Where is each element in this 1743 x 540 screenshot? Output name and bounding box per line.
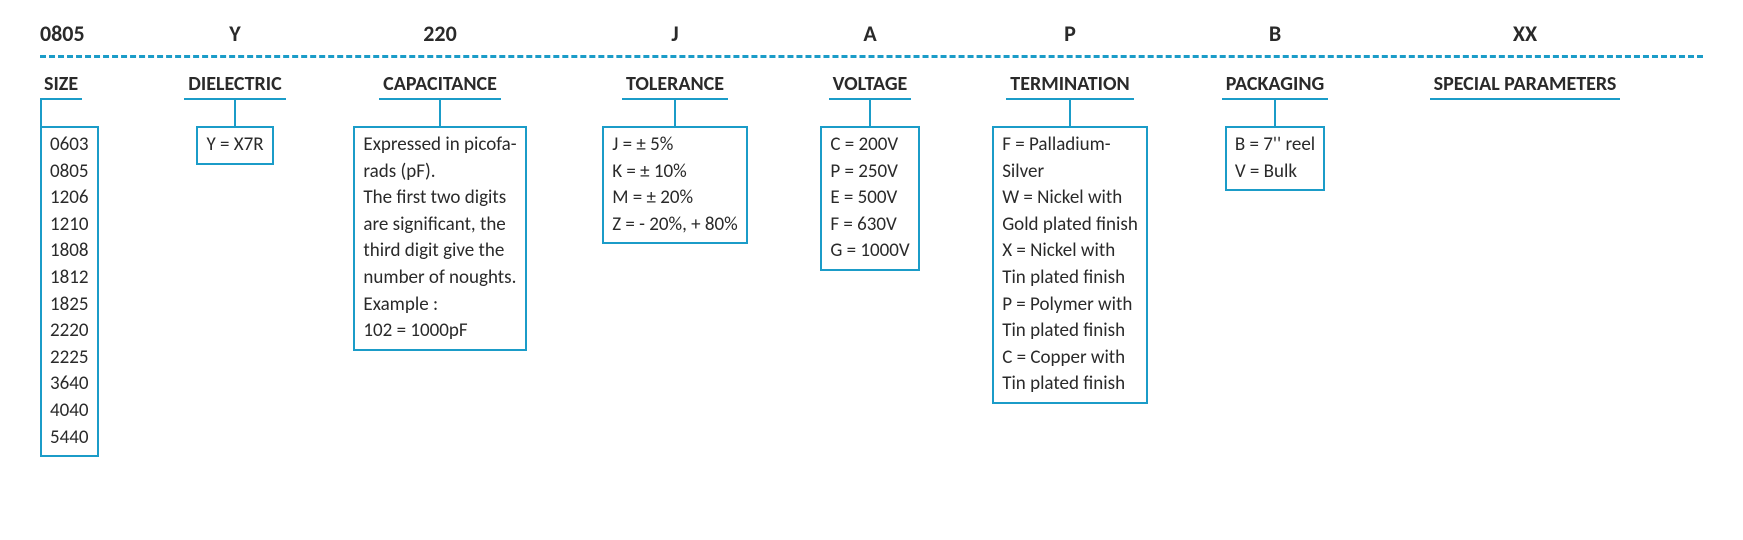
connector-line <box>234 100 236 126</box>
option-line: C = 200V <box>830 132 909 159</box>
option-line: Gold plated finish <box>1002 212 1138 239</box>
option-line: V = Bulk <box>1235 159 1315 186</box>
options-box: 0603080512061210180818121825222022253640… <box>40 126 99 457</box>
option-line: 1206 <box>50 185 89 212</box>
option-line: Silver <box>1002 159 1138 186</box>
options-box: F = Palladium-SilverW = Nickel withGold … <box>992 126 1148 404</box>
code-segment: B <box>1185 20 1365 47</box>
option-line: F = Palladium- <box>1002 132 1138 159</box>
option-line: 0805 <box>50 159 89 186</box>
option-line: 2225 <box>50 345 89 372</box>
option-line: Tin plated finish <box>1002 318 1138 345</box>
option-line: 2220 <box>50 318 89 345</box>
decoder-column: TERMINATION F = Palladium-SilverW = Nicke… <box>955 72 1185 457</box>
option-line: M = ± 20% <box>612 185 738 212</box>
option-line: The first two digits <box>363 185 516 212</box>
option-line: 0603 <box>50 132 89 159</box>
option-line: B = 7'' reel <box>1235 132 1315 159</box>
column-header-label: TERMINATION <box>1006 72 1133 100</box>
option-line: Tin plated finish <box>1002 371 1138 398</box>
connector-line <box>439 100 441 126</box>
option-line: 1812 <box>50 265 89 292</box>
options-box: C = 200VP = 250VE = 500VF = 630VG = 1000… <box>820 126 919 271</box>
column-header-label: PACKAGING <box>1222 72 1329 100</box>
connector-line <box>674 100 676 126</box>
option-line: C = Copper with <box>1002 345 1138 372</box>
option-line: Y = X7R <box>206 132 263 159</box>
option-line: Tin plated finish <box>1002 265 1138 292</box>
code-segment: Y <box>155 20 315 47</box>
code-segment: P <box>955 20 1185 47</box>
option-line: 4040 <box>50 398 89 425</box>
part-number-codes-row: 0805Y220JAPBXX <box>40 20 1703 47</box>
option-line: Z = - 20%, + 80% <box>612 212 738 239</box>
options-box: J = ± 5%K = ± 10%M = ± 20%Z = - 20%, + 8… <box>602 126 748 244</box>
option-line: G = 1000V <box>830 238 909 265</box>
options-box: Y = X7R <box>196 126 273 165</box>
separator-dashed-line <box>40 55 1703 58</box>
decoder-column: VOLTAGE C = 200VP = 250VE = 500VF = 630VG… <box>785 72 955 457</box>
option-line: 5440 <box>50 425 89 452</box>
code-segment: 220 <box>315 20 565 47</box>
option-line: 1808 <box>50 238 89 265</box>
option-line: 102 = 1000pF <box>363 318 516 345</box>
connector-line <box>869 100 871 126</box>
connector-line <box>40 100 42 126</box>
option-line: W = Nickel with <box>1002 185 1138 212</box>
options-box: B = 7'' reelV = Bulk <box>1225 126 1325 191</box>
option-line: 3640 <box>50 371 89 398</box>
option-line: 1210 <box>50 212 89 239</box>
column-header-label: CAPACITANCE <box>379 72 501 100</box>
option-line: P = 250V <box>830 159 909 186</box>
option-line: third digit give the <box>363 238 516 265</box>
column-header-label: SPECIAL PARAMETERS <box>1430 72 1621 100</box>
option-line: Expressed in picofa- <box>363 132 516 159</box>
column-header-label: SIZE <box>40 72 82 100</box>
option-line: J = ± 5% <box>612 132 738 159</box>
column-header-label: DIELECTRIC <box>184 72 285 100</box>
option-line: F = 630V <box>830 212 909 239</box>
option-line: P = Polymer with <box>1002 292 1138 319</box>
decoder-column: DIELECTRIC Y = X7R <box>155 72 315 457</box>
decoder-column: SIZE 060308051206121018081812182522202225… <box>40 72 155 457</box>
connector-line <box>1069 100 1071 126</box>
decoder-column: CAPACITANCE Expressed in picofa-rads (pF)… <box>315 72 565 457</box>
code-segment: A <box>785 20 955 47</box>
option-line: Example : <box>363 292 516 319</box>
decoder-column: PACKAGING B = 7'' reelV = Bulk <box>1185 72 1365 457</box>
option-line: rads (pF). <box>363 159 516 186</box>
code-segment: J <box>565 20 785 47</box>
code-segment: XX <box>1365 20 1685 47</box>
decoder-column: SPECIAL PARAMETERS <box>1365 72 1685 457</box>
connector-line <box>1274 100 1276 126</box>
decoder-column: TOLERANCE J = ± 5%K = ± 10%M = ± 20%Z = -… <box>565 72 785 457</box>
option-line: number of noughts. <box>363 265 516 292</box>
options-box: Expressed in picofa-rads (pF).The first … <box>353 126 526 351</box>
option-line: X = Nickel with <box>1002 238 1138 265</box>
option-line: E = 500V <box>830 185 909 212</box>
code-segment: 0805 <box>40 20 155 47</box>
option-line: 1825 <box>50 292 89 319</box>
option-line: K = ± 10% <box>612 159 738 186</box>
decoder-columns-row: SIZE 060308051206121018081812182522202225… <box>40 72 1703 457</box>
column-header-label: VOLTAGE <box>829 72 912 100</box>
option-line: are significant, the <box>363 212 516 239</box>
column-header-label: TOLERANCE <box>622 72 728 100</box>
